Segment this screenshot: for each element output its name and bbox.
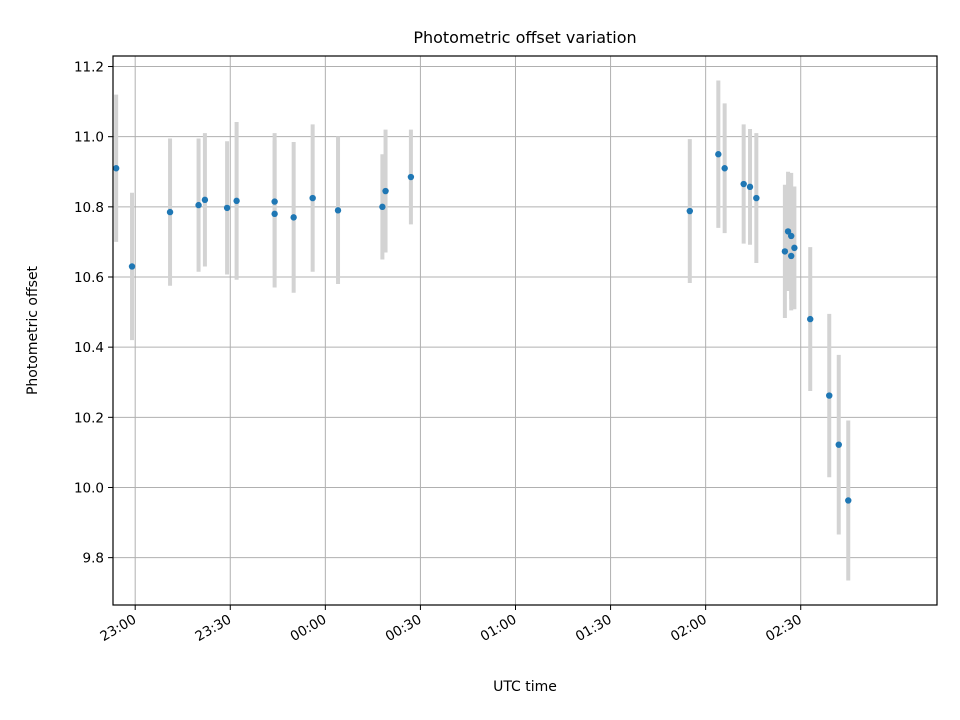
data-point (753, 194, 760, 202)
data-point (201, 196, 209, 204)
chart-title: Photometric offset variation (413, 28, 636, 47)
data-point (791, 244, 798, 252)
data-point (788, 252, 795, 260)
plot-frame (112, 55, 938, 606)
data-point (715, 151, 722, 158)
data-point (195, 201, 202, 209)
x-axis-label: UTC time (493, 679, 557, 695)
data-point (112, 165, 120, 172)
y-tick-label: 10.0 (74, 480, 104, 496)
data-point (784, 228, 792, 235)
y-tick-label: 11.2 (74, 60, 104, 76)
data-point (835, 441, 842, 448)
data-point (788, 232, 795, 240)
data-point (334, 207, 342, 214)
y-tick-label: 10.8 (74, 200, 104, 216)
data-point (379, 203, 386, 211)
data-point (686, 207, 693, 215)
data-point (128, 263, 136, 270)
data-point (223, 204, 231, 212)
data-point (271, 198, 278, 205)
data-point (309, 194, 316, 202)
data-point (721, 165, 728, 172)
grid (113, 56, 937, 605)
data-point (746, 183, 754, 191)
data-point (826, 392, 833, 399)
data-point (290, 214, 297, 221)
data-point (166, 208, 174, 216)
data-point (740, 180, 747, 188)
data-point (781, 248, 789, 255)
y-tick-label: 11.0 (74, 130, 104, 146)
data-point (845, 497, 852, 504)
y-tick-label: 10.4 (74, 340, 104, 356)
y-tick-label: 10.2 (74, 410, 104, 426)
y-axis-label: Photometric offset (25, 265, 41, 395)
y-tick-label: 10.6 (74, 270, 104, 286)
data-point (382, 187, 389, 195)
data-points (112, 151, 852, 504)
data-point (407, 173, 415, 181)
y-tick-label: 9.8 (83, 551, 104, 567)
data-point (271, 210, 278, 218)
data-point (807, 315, 814, 323)
data-point (233, 197, 240, 205)
